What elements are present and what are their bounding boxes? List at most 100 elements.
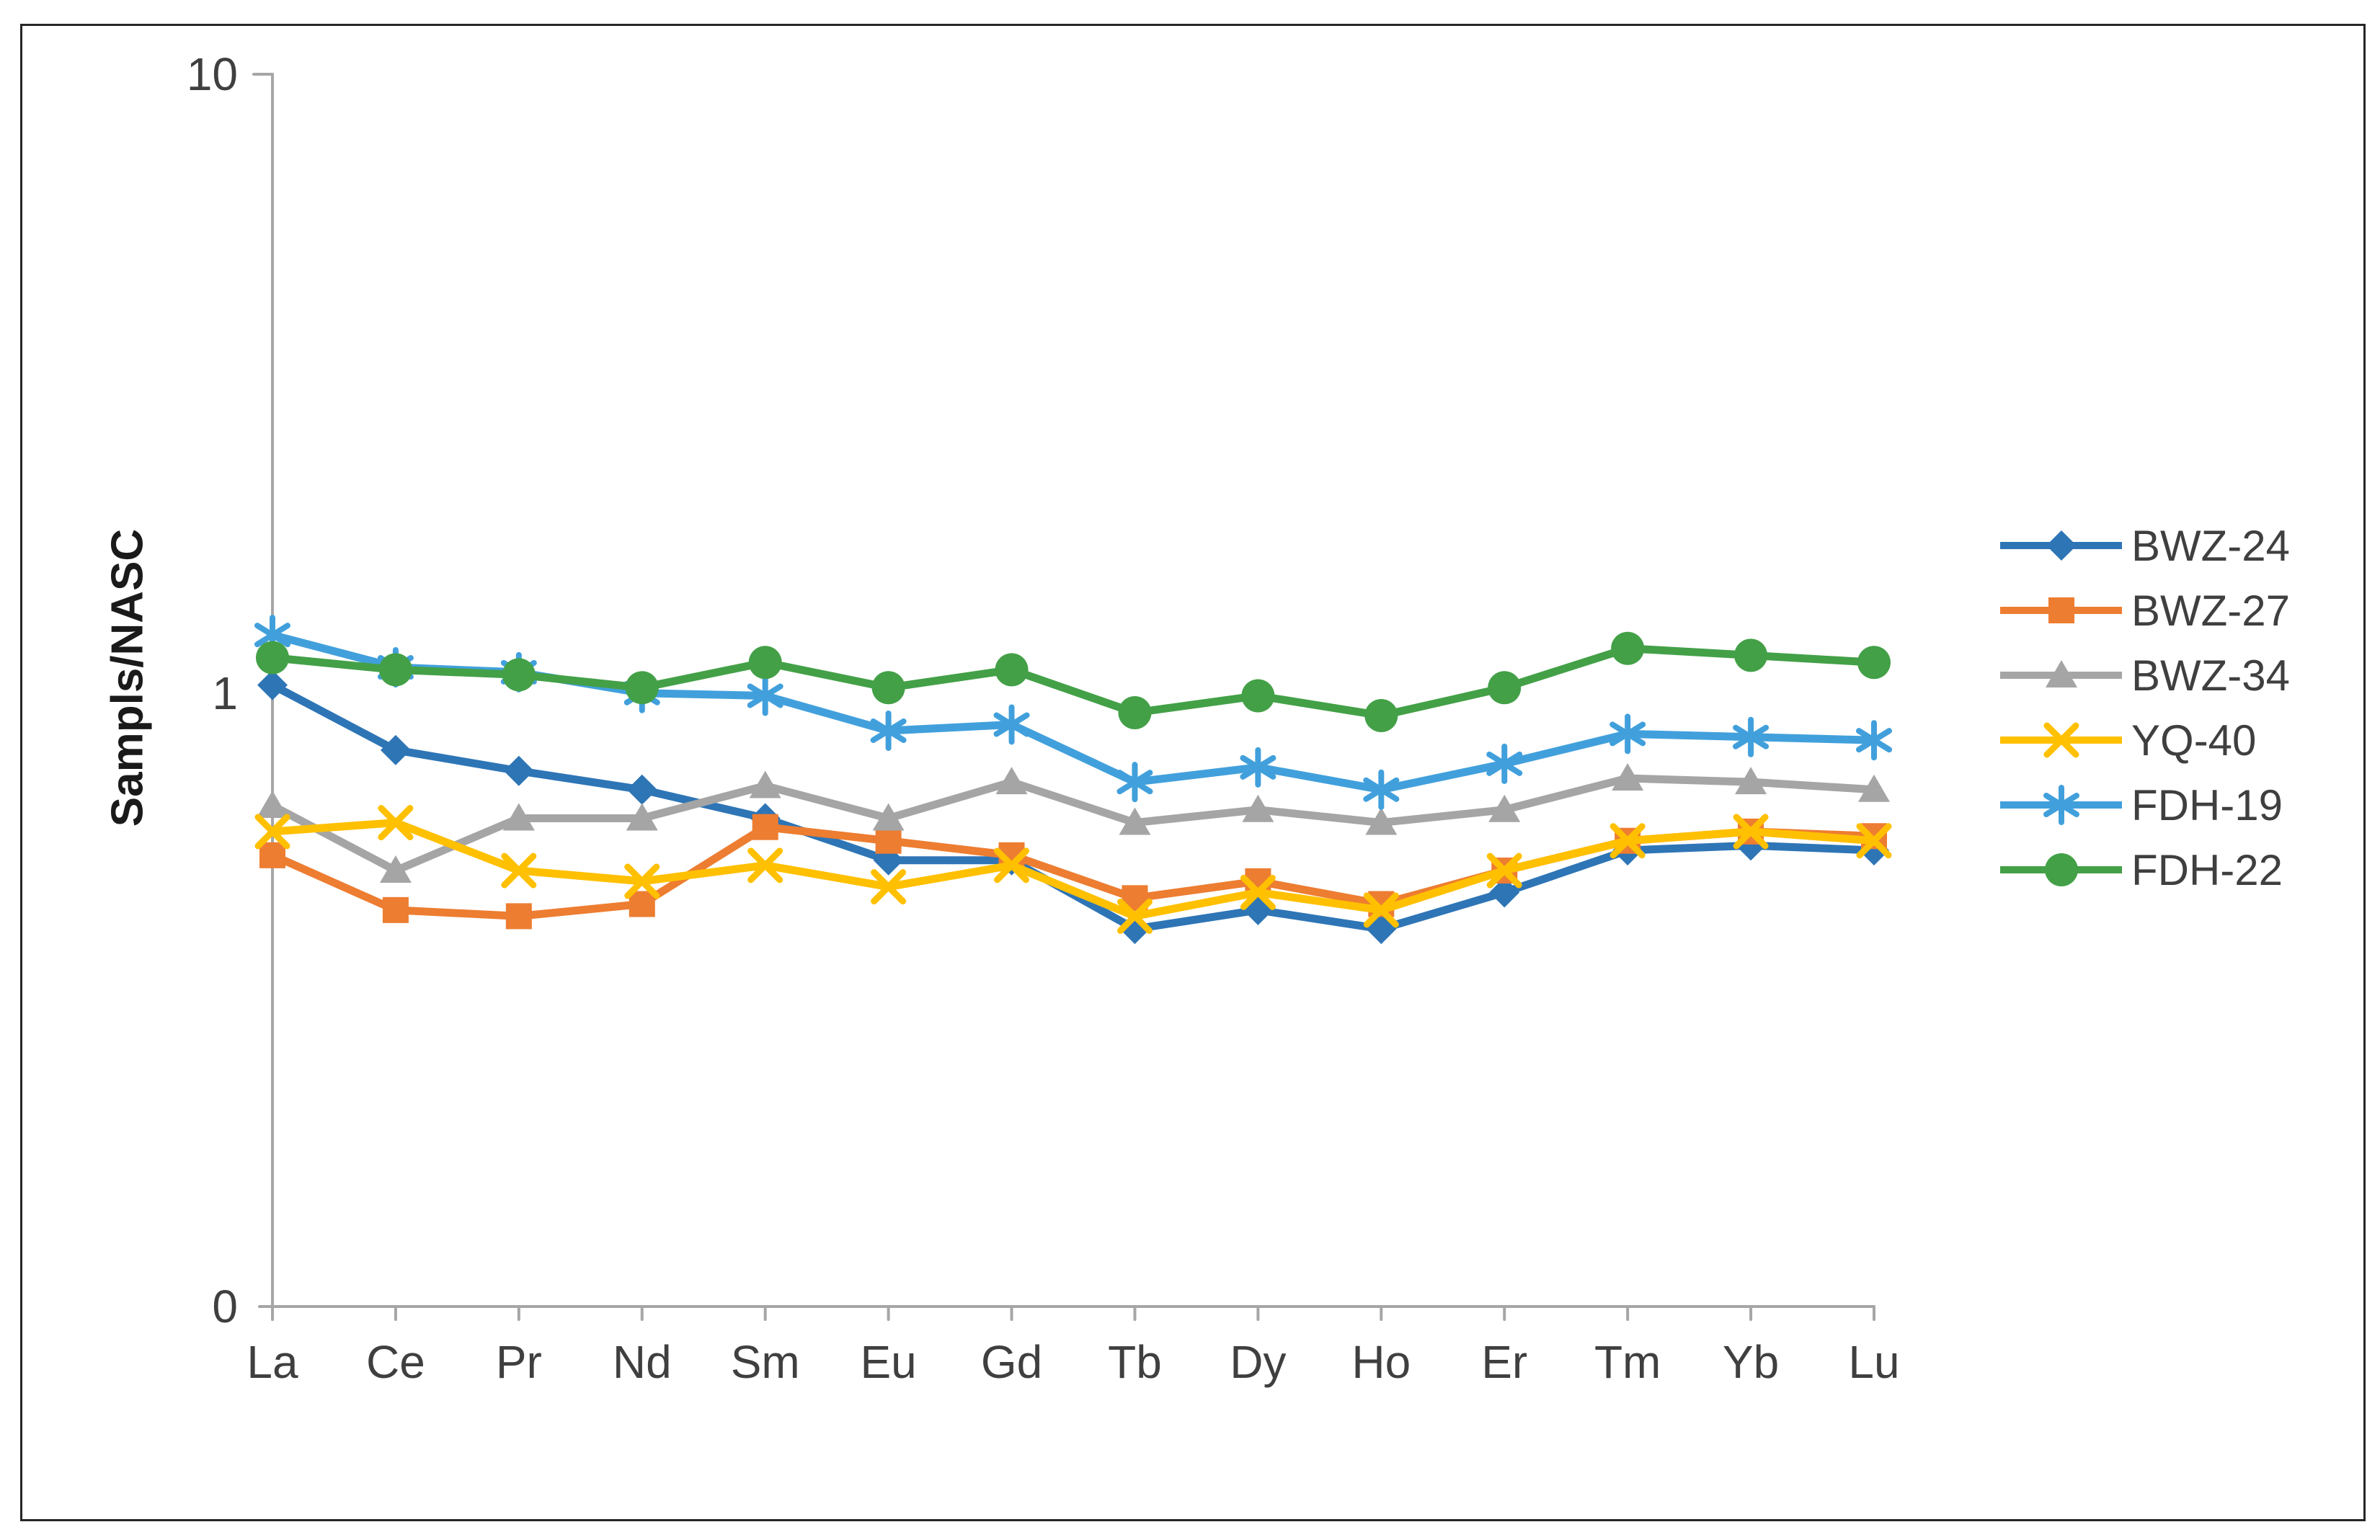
x-tick-label-Lu: Lu: [1848, 1336, 1900, 1388]
x-tick-label-Eu: Eu: [860, 1336, 917, 1388]
data-point-YQ-40-Tb: [1116, 898, 1153, 934]
data-point-FDH-19-Er: [1486, 743, 1523, 784]
series-BWZ-24: [257, 669, 1889, 945]
series-BWZ-27: [259, 814, 1887, 930]
series-YQ-40: [254, 805, 1892, 934]
x-tick-label-Gd: Gd: [980, 1336, 1043, 1388]
legend-item-BWZ-24: BWZ-24: [1998, 513, 2290, 578]
legend-marker-square-icon: [2000, 597, 2122, 623]
data-point-FDH-19-Tb: [1116, 762, 1153, 803]
legend-label: FDH-19: [2131, 780, 2283, 829]
data-point-FDH-22-Pr: [502, 658, 536, 692]
data-point-BWZ-34-Tm: [1612, 762, 1644, 791]
legend-marker-x-icon: [2000, 722, 2122, 758]
data-point-BWZ-27-Nd: [629, 891, 655, 917]
data-point-FDH-19-Tm: [1609, 713, 1646, 755]
x-tick-label-La: La: [247, 1336, 298, 1388]
x-tick-label-Yb: Yb: [1722, 1336, 1780, 1388]
data-point-YQ-40-Pr: [501, 853, 537, 889]
legend-marker-diamond-icon: [2000, 530, 2122, 561]
data-point-FDH-19-Sm: [747, 675, 783, 716]
data-point-BWZ-34-Ho: [1365, 807, 1398, 835]
legend-marker-asterisk-icon: [2000, 785, 2122, 825]
data-point-BWZ-34-Sm: [749, 770, 781, 798]
data-point-FDH-19-Dy: [1240, 747, 1276, 788]
y-tick-label-0: 0: [212, 1281, 238, 1332]
chart-legend: BWZ-24 BWZ-27 BWZ-34 YQ-40 FDH-19 FDH-22: [1998, 513, 2290, 902]
data-point-FDH-22-Dy: [1241, 679, 1275, 713]
data-point-FDH-19-Gd: [993, 704, 1030, 745]
data-point-FDH-22-Nd: [625, 671, 659, 705]
x-tick-label-Dy: Dy: [1230, 1336, 1287, 1388]
data-point-BWZ-34-Gd: [995, 767, 1028, 795]
data-point-BWZ-24-Er: [1489, 877, 1520, 908]
data-point-YQ-40-Nd: [624, 863, 660, 899]
data-point-YQ-40-Ce: [378, 805, 414, 841]
legend-marker-circle-icon: [2000, 853, 2122, 886]
data-point-FDH-19-Ho: [1363, 769, 1400, 810]
data-point-BWZ-27-La: [259, 842, 285, 868]
data-point-BWZ-34-La: [257, 790, 288, 818]
data-point-FDH-22-Tb: [1118, 695, 1152, 729]
data-point-FDH-19-Lu: [1856, 720, 1892, 761]
data-point-FDH-22-Lu: [1857, 646, 1891, 680]
data-point-BWZ-27-Sm: [752, 814, 778, 840]
series-FDH-22: [256, 631, 1891, 733]
data-point-BWZ-34-Yb: [1735, 767, 1767, 795]
y-tick-label-10: 10: [186, 48, 238, 100]
data-point-BWZ-34-Ce: [379, 855, 412, 884]
legend-item-BWZ-27: BWZ-27: [1998, 578, 2290, 643]
data-point-FDH-22-La: [256, 641, 289, 675]
data-point-BWZ-34-Pr: [502, 803, 535, 831]
legend-label: BWZ-34: [2131, 651, 2291, 700]
x-tick-label-Pr: Pr: [495, 1336, 542, 1388]
data-point-YQ-40-Eu: [871, 869, 907, 905]
legend-item-FDH-19: FDH-19: [1998, 773, 2290, 837]
data-point-YQ-40-Lu: [1856, 823, 1892, 859]
data-point-YQ-40-Ho: [1363, 892, 1399, 928]
x-tick-label-Ho: Ho: [1351, 1336, 1411, 1388]
data-point-FDH-22-Eu: [871, 671, 905, 705]
data-point-FDH-22-Ho: [1364, 699, 1398, 733]
data-point-YQ-40-La: [254, 814, 290, 850]
data-point-FDH-22-Ce: [378, 653, 412, 687]
data-point-BWZ-34-Lu: [1858, 774, 1890, 802]
data-point-YQ-40-Tm: [1609, 823, 1646, 859]
data-point-FDH-22-Tm: [1611, 631, 1645, 665]
legend-label: YQ-40: [2131, 716, 2257, 765]
x-tick-label-Nd: Nd: [612, 1336, 672, 1388]
data-point-YQ-40-Dy: [1240, 874, 1276, 910]
data-point-BWZ-27-Ce: [382, 896, 409, 923]
series-BWZ-34: [257, 762, 1890, 884]
data-point-BWZ-27-Pr: [505, 903, 532, 930]
data-point-YQ-40-Sm: [747, 847, 783, 884]
legend-item-BWZ-34: BWZ-34: [1998, 643, 2290, 708]
data-point-FDH-19-Eu: [870, 711, 907, 752]
legend-item-FDH-22: FDH-22: [1998, 837, 2290, 902]
legend-item-YQ-40: YQ-40: [1998, 708, 2290, 773]
data-point-YQ-40-Yb: [1733, 814, 1769, 850]
data-point-BWZ-27-Eu: [875, 827, 902, 854]
data-point-FDH-22-Sm: [748, 646, 782, 680]
data-point-FDH-22-Gd: [995, 653, 1029, 687]
data-point-BWZ-34-Eu: [872, 803, 905, 831]
data-point-BWZ-24-La: [257, 669, 288, 700]
x-tick-label-Tm: Tm: [1594, 1336, 1661, 1388]
legend-label: BWZ-27: [2131, 586, 2291, 635]
data-point-BWZ-34-Tb: [1119, 807, 1151, 835]
data-point-YQ-40-Gd: [994, 847, 1030, 884]
data-point-BWZ-34-Er: [1488, 794, 1521, 822]
data-point-BWZ-34-Nd: [626, 803, 658, 831]
data-point-FDH-22-Yb: [1734, 638, 1768, 672]
legend-label: BWZ-24: [2131, 521, 2291, 570]
data-point-BWZ-34-Dy: [1242, 794, 1274, 822]
data-point-YQ-40-Er: [1486, 853, 1522, 889]
legend-marker-triangle-icon: [2000, 660, 2122, 687]
data-point-BWZ-24-Ce: [380, 734, 411, 765]
y-tick-label-1: 1: [212, 667, 238, 719]
x-tick-label-Sm: Sm: [730, 1336, 800, 1388]
x-tick-label-Tb: Tb: [1108, 1336, 1162, 1388]
x-tick-label-Er: Er: [1481, 1336, 1528, 1388]
x-tick-label-Ce: Ce: [366, 1336, 425, 1388]
